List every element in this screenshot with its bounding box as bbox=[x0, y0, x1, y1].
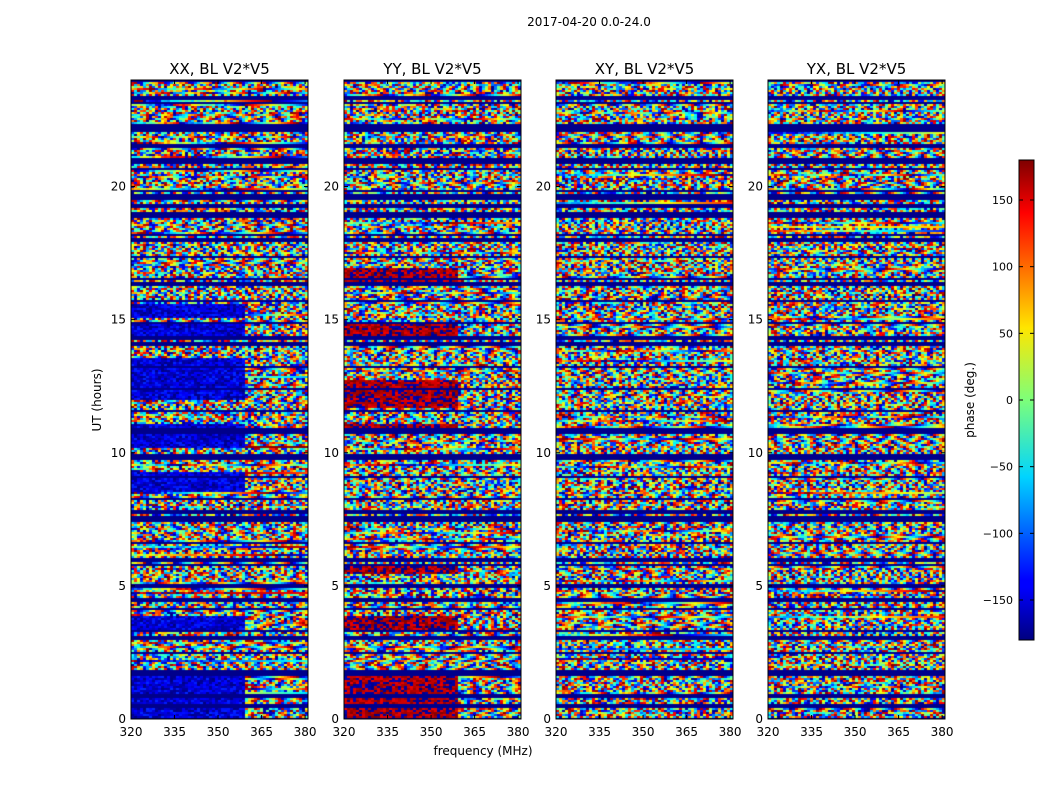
y-tick-label: 5 bbox=[331, 579, 339, 593]
x-tick-label: 335 bbox=[376, 725, 399, 739]
y-tick-label: 0 bbox=[755, 712, 763, 726]
x-tick-label: 350 bbox=[844, 725, 867, 739]
colorbar: 150 100 50 0 −50 −100 −150 phase (deg.) bbox=[963, 159, 1035, 641]
x-tick-label: 320 bbox=[545, 725, 568, 739]
panel-4: YX, BL V2*V5 320 335 350 365 380 0 5 10 15 20 bbox=[748, 60, 954, 739]
panel-heatmap bbox=[131, 80, 308, 719]
x-tick-label: 335 bbox=[800, 725, 823, 739]
panel-heatmap bbox=[768, 80, 945, 719]
y-tick-label: 10 bbox=[536, 446, 551, 460]
x-axis-label: frequency (MHz) bbox=[433, 744, 532, 758]
panel-1: XX, BL V2*V5 320 335 350 365 380 0 5 10 15 20 bbox=[111, 60, 317, 739]
x-tick-label: 365 bbox=[887, 725, 910, 739]
y-tick-label: 20 bbox=[536, 180, 551, 194]
colorbar-tick-label: 150 bbox=[992, 194, 1013, 207]
y-tick-label: 10 bbox=[748, 446, 763, 460]
x-tick-label: 380 bbox=[294, 725, 317, 739]
y-tick-label: 0 bbox=[118, 712, 126, 726]
panel-3: XY, BL V2*V5 320 335 350 365 380 0 5 10 15 20 bbox=[536, 60, 742, 739]
colorbar-tick-label: −100 bbox=[983, 527, 1013, 540]
y-tick-label: 5 bbox=[543, 579, 551, 593]
y-tick-label: 15 bbox=[536, 313, 551, 327]
panel-frame bbox=[555, 79, 734, 720]
x-tick-label: 380 bbox=[931, 725, 954, 739]
y-tick-label: 15 bbox=[111, 313, 126, 327]
panel-title: YY, BL V2*V5 bbox=[382, 60, 481, 78]
x-tick-label: 380 bbox=[507, 725, 530, 739]
x-tick-label: 380 bbox=[719, 725, 742, 739]
y-tick-label: 20 bbox=[324, 180, 339, 194]
x-tick-label: 365 bbox=[463, 725, 486, 739]
panel-title: YX, BL V2*V5 bbox=[806, 60, 907, 78]
y-tick-label: 20 bbox=[748, 180, 763, 194]
x-tick-label: 350 bbox=[420, 725, 443, 739]
y-tick-label: 15 bbox=[748, 313, 763, 327]
panel-heatmap bbox=[556, 80, 733, 719]
panel-heatmap bbox=[344, 80, 521, 719]
panel-title: XY, BL V2*V5 bbox=[595, 60, 695, 78]
y-tick-label: 0 bbox=[543, 712, 551, 726]
colorbar-tick-label: 100 bbox=[992, 261, 1013, 274]
x-tick-label: 335 bbox=[163, 725, 186, 739]
colorbar-label: phase (deg.) bbox=[963, 362, 977, 438]
panel-title: XX, BL V2*V5 bbox=[169, 60, 270, 78]
y-tick-label: 15 bbox=[324, 313, 339, 327]
x-tick-label: 320 bbox=[120, 725, 143, 739]
colorbar-tick-label: 50 bbox=[999, 327, 1013, 340]
y-tick-label: 10 bbox=[324, 446, 339, 460]
panel-frame bbox=[767, 79, 946, 720]
y-tick-label: 10 bbox=[111, 446, 126, 460]
y-tick-label: 5 bbox=[118, 579, 126, 593]
y-tick-label: 0 bbox=[331, 712, 339, 726]
panel-2: YY, BL V2*V5 320 335 350 365 380 0 5 10 15 20 bbox=[324, 60, 530, 739]
x-tick-label: 350 bbox=[207, 725, 230, 739]
y-tick-label: 20 bbox=[111, 180, 126, 194]
colorbar-ticks: 150 100 50 0 −50 −100 −150 bbox=[983, 194, 1034, 607]
x-tick-label: 320 bbox=[333, 725, 356, 739]
x-tick-label: 320 bbox=[757, 725, 780, 739]
x-tick-label: 350 bbox=[632, 725, 655, 739]
colorbar-tick-label: −50 bbox=[990, 461, 1013, 474]
panel-frame bbox=[130, 79, 309, 720]
x-tick-label: 365 bbox=[250, 725, 273, 739]
panel-frame bbox=[343, 79, 522, 720]
y-tick-label: 5 bbox=[755, 579, 763, 593]
colorbar-tick-label: 0 bbox=[1006, 394, 1013, 407]
figure-suptitle: 2017-04-20 0.0-24.0 bbox=[527, 15, 651, 29]
colorbar-tick-label: −150 bbox=[983, 594, 1013, 607]
x-tick-label: 365 bbox=[675, 725, 698, 739]
x-tick-label: 335 bbox=[588, 725, 611, 739]
y-axis-label: UT (hours) bbox=[90, 368, 104, 431]
